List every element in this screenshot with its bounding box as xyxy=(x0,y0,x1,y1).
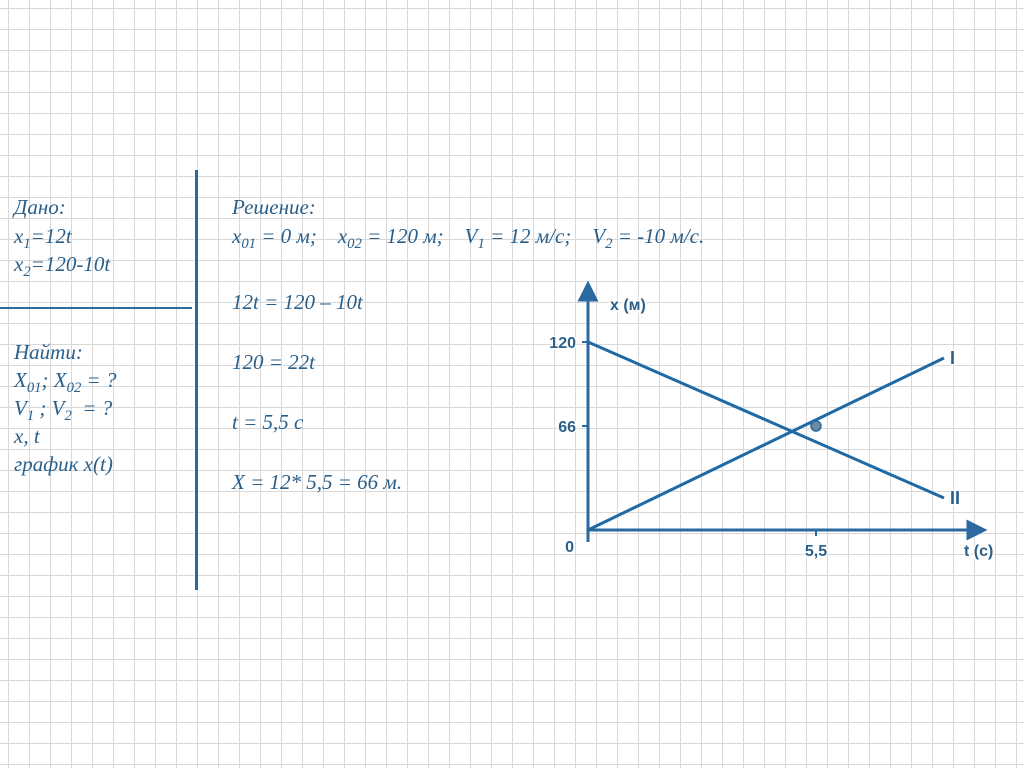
solution-row-5: X = 12* 5,5 = 66 м. xyxy=(232,470,402,495)
series-line-I xyxy=(588,358,944,530)
solution-row-2: 12t = 120 – 10t xyxy=(232,290,363,315)
content-layer: Дано: x1=12t x2=120-10t Найти: X01; X02 … xyxy=(0,0,1024,768)
find-header: Найти: xyxy=(14,340,83,365)
solution-row-4: t = 5,5 c xyxy=(232,410,303,435)
given-header: Дано: xyxy=(14,195,66,220)
x-axis-label: t (c) xyxy=(964,543,993,560)
y-tick-label: 120 xyxy=(549,335,576,352)
find-line-1: X01; X02 = ? xyxy=(14,368,116,397)
xt-chart: x (м)t (c)1206605,5III xyxy=(500,288,980,578)
y-axis-label: x (м) xyxy=(610,297,646,314)
vertical-divider xyxy=(195,170,198,590)
find-line-4: график x(t) xyxy=(14,452,113,477)
solution-row-1: x01 = 0 м; x02 = 120 м; V1 = 12 м/с; V2 … xyxy=(232,224,704,253)
solution-row-3: 120 = 22t xyxy=(232,350,315,375)
chart-svg: x (м)t (c)1206605,5III xyxy=(500,288,980,578)
series-label-II: II xyxy=(950,488,960,508)
intersection-point xyxy=(811,421,821,431)
y-tick-label: 66 xyxy=(558,419,576,436)
slide: Дано: x1=12t x2=120-10t Найти: X01; X02 … xyxy=(0,0,1024,768)
origin-label: 0 xyxy=(565,539,574,556)
find-line-3: x, t xyxy=(14,424,40,449)
x-tick-label: 5,5 xyxy=(805,543,827,560)
solution-header: Решение: xyxy=(232,195,316,220)
series-line-II xyxy=(588,342,944,498)
series-label-I: I xyxy=(950,348,955,368)
given-line-1: x1=12t xyxy=(14,224,72,253)
horizontal-divider xyxy=(0,307,192,309)
find-line-2: V1 ; V2 = ? xyxy=(14,396,112,425)
given-line-2: x2=120-10t xyxy=(14,252,110,281)
